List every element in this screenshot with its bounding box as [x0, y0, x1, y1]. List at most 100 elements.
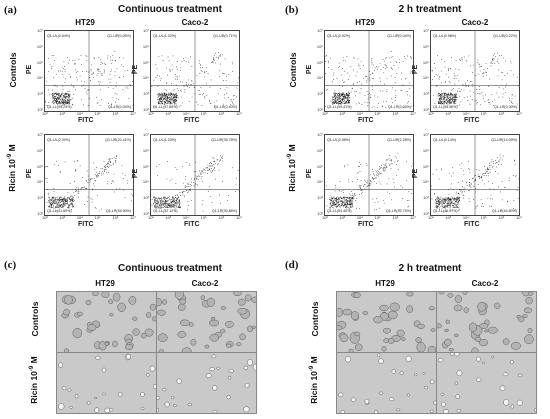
y-tick-label: 10⁷ — [143, 132, 149, 137]
x-tick-label: 10³ — [59, 215, 66, 220]
row-label-controls-a: Controls — [8, 52, 18, 88]
microscopy-image-c-caco-controls — [156, 291, 257, 353]
y-tick-label: 10⁵ — [422, 59, 429, 65]
x-tick-label: 10³ — [165, 215, 172, 220]
x-tick-label: 10⁷ — [130, 215, 136, 220]
col-title-ht29-c: HT29 — [95, 279, 115, 288]
x-tick-label: 10⁶ — [498, 215, 505, 220]
x-tick-label: 10⁴ — [462, 111, 469, 116]
y-tick-labels: 10² 10³ 10⁴ 10⁵ 10⁶ 10⁷ — [315, 132, 323, 216]
y-tick-label: 10³ — [37, 91, 43, 97]
y-tick-label: 10⁷ — [37, 28, 43, 33]
y-tick-label: 10⁴ — [422, 179, 429, 185]
y-tick-label: 10⁶ — [422, 43, 429, 49]
y-tick-label: 10⁵ — [36, 163, 43, 169]
quadrant-label-lr: Q1-LR(0.04%) — [108, 105, 131, 109]
x-tick-label: 10⁷ — [410, 111, 416, 116]
x-tick-label: 10⁵ — [374, 111, 381, 116]
flow-plot-b-ht29-ricin: Q1-UL(0.58%) Q1-UR(2.28%) Q1-LL(54.40%) Q1-… — [324, 134, 414, 216]
x-tick-label: 10⁷ — [130, 111, 136, 116]
x-tick-labels: 10² 10³ 10⁴ 10⁵ 10⁶ 10⁷ — [428, 215, 522, 221]
y-tick-label: 10⁴ — [142, 75, 149, 81]
x-tick-labels: 10² 10³ 10⁴ 10⁵ 10⁶ 10⁷ — [148, 111, 242, 117]
quadrant-label-ul: Q1-UL(0.58%) — [327, 138, 350, 142]
y-tick-label: 10² — [317, 106, 323, 112]
quadrant-label-ul: Q1-UL(0.64%) — [47, 34, 70, 38]
y-tick-label: 10⁷ — [423, 28, 429, 33]
y-tick-label: 10⁵ — [316, 59, 323, 65]
y-axis-label: PE — [132, 64, 140, 75]
x-axis-label: FITC — [184, 221, 200, 228]
col-title-caco-d: Caco-2 — [471, 279, 499, 288]
y-axis-label: PE — [306, 64, 314, 75]
quadrant-label-ur: Q1-UR(2.28%) — [387, 138, 411, 142]
quadrant-label-ur: Q1-UR(0.71%) — [213, 34, 237, 38]
quadrant-label-lr: Q1-LR(0.30%) — [494, 105, 517, 109]
quadrant-label-ll: Q1-LL(99.41%) — [327, 105, 352, 109]
x-tick-labels: 10² 10³ 10⁴ 10⁵ 10⁶ 10⁷ — [42, 215, 136, 221]
x-tick-label: 10⁶ — [392, 111, 399, 116]
row-label-ricin-d: Ricin 10-9 M — [309, 356, 319, 404]
y-tick-label: 10⁵ — [36, 59, 43, 65]
event-dots — [431, 52, 519, 108]
y-tick-label: 10⁵ — [316, 163, 323, 169]
y-tick-labels: 10² 10³ 10⁴ 10⁵ 10⁶ 10⁷ — [421, 28, 429, 112]
y-tick-label: 10⁷ — [423, 132, 429, 137]
y-axis-label: PE — [132, 168, 140, 179]
y-tick-label: 10⁴ — [36, 75, 43, 81]
flow-plot-a-ht29-ctrl: Q1-UL(0.64%) Q1-UR(0.05%) Q1-LL(99.29%) Q1-… — [44, 30, 134, 112]
x-tick-label: 10⁴ — [462, 215, 469, 220]
x-tick-label: 10⁵ — [374, 215, 381, 220]
x-tick-label: 10² — [42, 215, 48, 220]
x-tick-labels: 10² 10³ 10⁴ 10⁵ 10⁶ 10⁷ — [148, 215, 242, 221]
x-tick-label: 10⁶ — [112, 111, 119, 116]
quadrant-label-lr: Q1-LR(44.80%) — [492, 209, 517, 213]
event-dots — [151, 52, 239, 107]
quadrant-label-ur: Q1-UR(35.78%) — [211, 138, 237, 142]
y-tick-label: 10⁵ — [422, 163, 429, 169]
x-tick-label: 10² — [428, 215, 434, 220]
quadrant-label-lr: Q1-LR(35.90%) — [106, 209, 131, 213]
x-axis-label: FITC — [464, 221, 480, 228]
y-tick-label: 10³ — [317, 91, 323, 97]
y-tick-label: 10³ — [317, 195, 323, 201]
panel-a-label: (a) — [4, 4, 17, 16]
row-label-ricin-a: Ricin 10-9 M — [7, 144, 17, 192]
col-title-ht29-b: HT29 — [355, 18, 375, 27]
x-tick-label: 10⁴ — [76, 215, 83, 220]
panel-a-title: Continuous treatment — [118, 4, 222, 15]
x-tick-label: 10⁵ — [94, 111, 101, 116]
y-axis-label: PE — [412, 168, 420, 179]
col-title-caco-b: Caco-2 — [461, 18, 489, 27]
event-dots — [431, 154, 519, 212]
quadrant-label-ul: Q1-UL(2.00%) — [47, 138, 70, 142]
panel-d-label: (d) — [285, 259, 299, 271]
event-dots — [45, 51, 133, 107]
y-tick-label: 10⁴ — [316, 75, 323, 81]
y-tick-label: 10⁷ — [37, 132, 43, 137]
quadrant-label-ll: Q1-LL(99.29%) — [47, 105, 72, 109]
x-axis-label: FITC — [184, 117, 200, 124]
row-label-ricin-b: Ricin 10-9 M — [287, 144, 297, 192]
x-tick-label: 10³ — [339, 111, 346, 116]
y-tick-labels: 10² 10³ 10⁴ 10⁵ 10⁶ 10⁷ — [141, 132, 149, 216]
flow-plot-a-caco-ricin: Q1-UL(1.20%) Q1-UR(35.78%) Q1-LL(32.12%) Q1… — [150, 134, 240, 216]
y-tick-label: 10⁴ — [142, 179, 149, 185]
x-tick-label: 10⁷ — [410, 215, 416, 220]
x-tick-labels: 10² 10³ 10⁴ 10⁵ 10⁶ 10⁷ — [322, 215, 416, 221]
x-tick-label: 10⁴ — [356, 111, 363, 116]
quadrant-label-lr: Q1-LR(0.03%) — [388, 105, 411, 109]
col-title-ht29-a: HT29 — [75, 18, 95, 27]
panel-c-label: (c) — [4, 259, 17, 271]
x-tick-label: 10² — [148, 111, 154, 116]
x-tick-label: 10⁵ — [94, 215, 101, 220]
y-tick-label: 10⁶ — [142, 147, 149, 153]
x-tick-label: 10⁶ — [112, 215, 119, 220]
y-tick-label: 10⁶ — [36, 43, 43, 49]
y-tick-label: 10⁶ — [422, 147, 429, 153]
y-tick-label: 10⁴ — [36, 179, 43, 185]
col-title-caco-a: Caco-2 — [181, 18, 209, 27]
y-tick-label: 10⁴ — [422, 75, 429, 81]
event-dots — [151, 155, 239, 212]
quadrant-label-ur: Q1-UR(0.05%) — [107, 34, 131, 38]
